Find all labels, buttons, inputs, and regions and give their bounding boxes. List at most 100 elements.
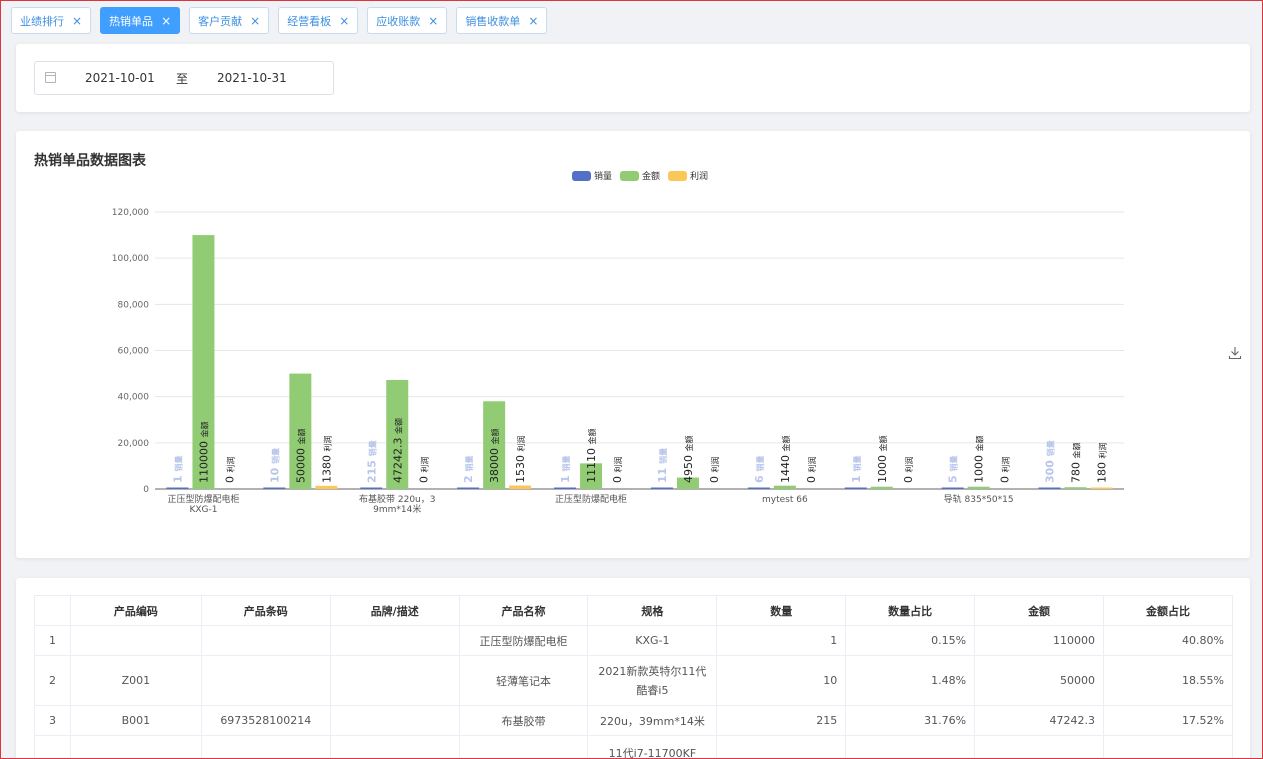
column-header-qty-ratio[interactable]: 数量占比 xyxy=(845,595,976,626)
data-label: 0 利润 xyxy=(223,457,236,484)
date-range-picker[interactable]: 2021-10-01 至 2021-10-31 xyxy=(34,61,334,95)
cell-name: 轻薄笔记本 xyxy=(458,655,589,706)
cell-barcode xyxy=(200,625,331,656)
data-label: 5 销量 xyxy=(947,456,960,483)
close-icon[interactable]: × xyxy=(72,13,83,28)
tab-business-dashboard[interactable]: 经营看板 × xyxy=(278,7,359,34)
data-label: 0 利润 xyxy=(611,457,624,484)
cell-qty-ratio: 0.15% xyxy=(845,625,976,656)
bar xyxy=(773,485,796,489)
bar xyxy=(192,235,215,489)
data-label: 1000 金额 xyxy=(876,436,889,484)
y-tick-label: 60,000 xyxy=(118,347,150,357)
filter-card: 2021-10-01 至 2021-10-31 xyxy=(16,44,1250,112)
cell-amount-ratio: 40.80% xyxy=(1103,625,1233,656)
y-tick-label: 100,000 xyxy=(112,254,149,264)
end-date[interactable]: 2021-10-31 xyxy=(217,71,287,85)
cell-amount xyxy=(974,735,1105,759)
bar xyxy=(844,487,867,489)
cell-name: 布基胶带 xyxy=(458,705,589,736)
legend-swatch xyxy=(620,171,639,181)
close-icon[interactable]: × xyxy=(250,13,261,28)
tab-sales-receipts[interactable]: 销售收款单 × xyxy=(456,7,548,34)
tab-customer-contribution[interactable]: 客户贡献 × xyxy=(189,7,270,34)
legend-swatch xyxy=(572,171,591,181)
data-label: 0 利润 xyxy=(708,457,721,484)
cell-index: 3 xyxy=(34,705,71,736)
close-icon[interactable]: × xyxy=(339,13,350,28)
cell-barcode xyxy=(200,735,331,759)
product-table: 产品编码 产品条码 品牌/描述 产品名称 规格 数量 数量占比 金额 金额占比 … xyxy=(34,595,1233,759)
cell-spec: 2021新款英特尔11代酷睿i5 xyxy=(587,655,718,706)
data-label: 6 销量 xyxy=(753,456,766,483)
download-icon[interactable] xyxy=(1228,346,1242,360)
tab-hot-products[interactable]: 热销单品 × xyxy=(100,7,181,34)
y-tick-label: 120,000 xyxy=(112,208,149,218)
bar xyxy=(747,487,770,489)
bar xyxy=(580,463,603,489)
cell-amount: 50000 xyxy=(974,655,1105,706)
start-date[interactable]: 2021-10-01 xyxy=(85,71,155,85)
close-icon[interactable]: × xyxy=(161,13,172,28)
cell-qty-ratio xyxy=(845,735,976,759)
column-header-brand[interactable]: 品牌/描述 xyxy=(329,595,460,626)
y-tick-label: 20,000 xyxy=(118,439,150,449)
data-label: 300 销量 xyxy=(1044,440,1057,483)
table-row[interactable]: 1 正压型防爆配电柜 KXG-1 1 0.15% 110000 40.80% xyxy=(34,625,1233,656)
tab-label: 热销单品 xyxy=(109,14,154,28)
legend-label: 利润 xyxy=(690,170,708,182)
column-header-barcode[interactable]: 产品条码 xyxy=(200,595,331,626)
y-tick-label: 0 xyxy=(143,485,149,495)
cell-qty-ratio: 1.48% xyxy=(845,655,976,706)
tab-receivables[interactable]: 应收账款 × xyxy=(367,7,448,34)
cell-spec: 11代i7-11700KF RTX3 xyxy=(587,735,718,759)
column-header-index[interactable] xyxy=(34,595,71,626)
bar xyxy=(1038,487,1061,489)
tab-label: 客户贡献 xyxy=(198,14,243,28)
data-label: 2 销量 xyxy=(462,456,475,483)
data-label: 110000 金额 xyxy=(197,422,210,484)
data-label: 4950 金额 xyxy=(682,436,695,484)
table-row[interactable]: 2 Z001 轻薄笔记本 2021新款英特尔11代酷睿i5 10 1.48% 5… xyxy=(34,655,1233,706)
cell-brand xyxy=(329,625,460,656)
data-label: 1 销量 xyxy=(171,456,184,483)
bar xyxy=(166,487,189,489)
tab-label: 应收账款 xyxy=(376,14,421,28)
column-header-spec[interactable]: 规格 xyxy=(587,595,718,626)
data-label: 780 金额 xyxy=(1070,443,1083,484)
cell-amount-ratio xyxy=(1103,735,1233,759)
data-label: 0 利润 xyxy=(417,457,430,484)
close-icon[interactable]: × xyxy=(528,13,539,28)
tab-performance-ranking[interactable]: 业绩排行 × xyxy=(11,7,92,34)
chart-card: 0 20,000 40,000 60,000 80,000 100,000 120,000 销… xyxy=(16,131,1250,558)
bar xyxy=(289,373,312,489)
column-header-amount-ratio[interactable]: 金额占比 xyxy=(1103,595,1233,626)
column-header-code[interactable]: 产品编码 xyxy=(69,595,202,626)
bar xyxy=(967,486,990,489)
x-tick-label: mytest 66 xyxy=(762,495,808,505)
close-icon[interactable]: × xyxy=(428,13,439,28)
data-label: 215 销量 xyxy=(365,440,378,483)
legend-swatch xyxy=(668,171,687,181)
column-header-qty[interactable]: 数量 xyxy=(716,595,847,626)
table-row[interactable]: 11代i7-11700KF RTX3 xyxy=(34,735,1233,759)
y-tick-label: 40,000 xyxy=(118,393,150,403)
x-tick-label: 正压型防爆配电柜 xyxy=(555,493,627,505)
cell-brand xyxy=(329,655,460,706)
date-separator: 至 xyxy=(176,71,189,86)
cell-qty: 1 xyxy=(716,625,847,656)
data-label: 1380 利润 xyxy=(320,436,333,484)
cell-name xyxy=(458,735,589,759)
tab-label: 销售收款单 xyxy=(465,14,521,28)
data-label: 1440 金额 xyxy=(779,436,792,484)
table-row[interactable]: 3 B001 6973528100214 布基胶带 220u，39mm*14米 … xyxy=(34,705,1233,736)
column-header-name[interactable]: 产品名称 xyxy=(458,595,589,626)
cell-amount: 47242.3 xyxy=(974,705,1105,736)
data-label: 0 利润 xyxy=(805,457,818,484)
column-header-amount[interactable]: 金额 xyxy=(974,595,1105,626)
x-tick-label: 导轨 835*50*15 xyxy=(944,493,1014,505)
bar xyxy=(941,487,964,489)
bar xyxy=(386,379,409,489)
cell-barcode xyxy=(200,655,331,706)
x-tick-label: 布基胶带 220u，3 xyxy=(359,493,435,505)
